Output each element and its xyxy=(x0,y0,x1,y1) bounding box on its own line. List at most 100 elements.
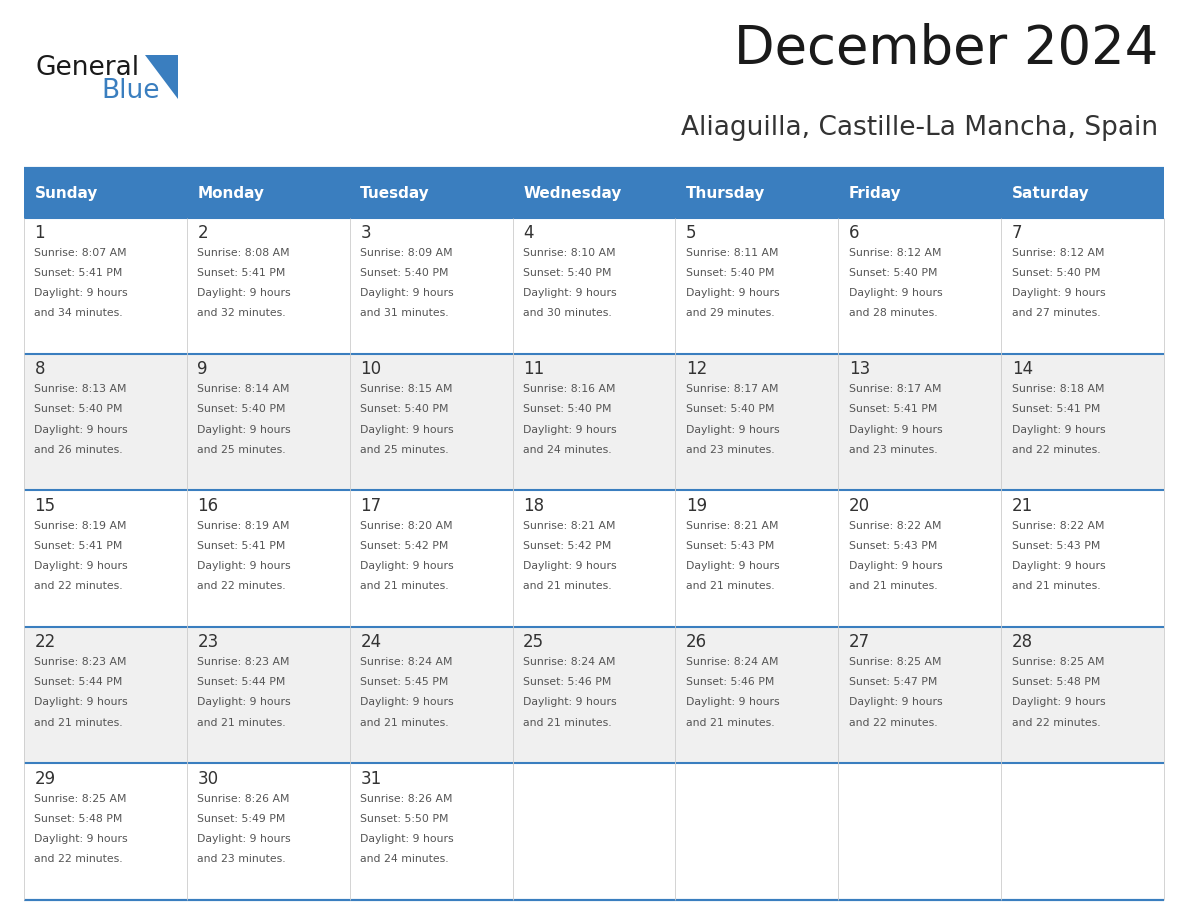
Text: Sunset: 5:46 PM: Sunset: 5:46 PM xyxy=(687,677,775,688)
Text: and 27 minutes.: and 27 minutes. xyxy=(1012,308,1100,319)
Text: Daylight: 9 hours: Daylight: 9 hours xyxy=(523,561,617,571)
Text: 18: 18 xyxy=(523,497,544,515)
Text: 8: 8 xyxy=(34,361,45,378)
Text: and 31 minutes.: and 31 minutes. xyxy=(360,308,449,319)
Text: Sunset: 5:47 PM: Sunset: 5:47 PM xyxy=(849,677,937,688)
Text: and 21 minutes.: and 21 minutes. xyxy=(360,581,449,591)
Text: and 30 minutes.: and 30 minutes. xyxy=(523,308,612,319)
Text: Sunset: 5:49 PM: Sunset: 5:49 PM xyxy=(197,813,286,823)
Text: Sunset: 5:44 PM: Sunset: 5:44 PM xyxy=(34,677,122,688)
Text: 4: 4 xyxy=(523,224,533,242)
Text: Daylight: 9 hours: Daylight: 9 hours xyxy=(849,288,943,298)
Text: and 21 minutes.: and 21 minutes. xyxy=(360,718,449,728)
Text: and 22 minutes.: and 22 minutes. xyxy=(1012,445,1100,454)
Text: Sunset: 5:42 PM: Sunset: 5:42 PM xyxy=(523,541,612,551)
Text: and 29 minutes.: and 29 minutes. xyxy=(687,308,775,319)
Text: Sunset: 5:41 PM: Sunset: 5:41 PM xyxy=(197,541,286,551)
Text: 10: 10 xyxy=(360,361,381,378)
Text: and 24 minutes.: and 24 minutes. xyxy=(523,445,612,454)
Text: Sunset: 5:40 PM: Sunset: 5:40 PM xyxy=(197,405,286,414)
Text: Sunset: 5:40 PM: Sunset: 5:40 PM xyxy=(523,405,612,414)
Text: Sunrise: 8:24 AM: Sunrise: 8:24 AM xyxy=(687,657,778,667)
Text: and 21 minutes.: and 21 minutes. xyxy=(523,718,612,728)
Text: and 21 minutes.: and 21 minutes. xyxy=(687,581,775,591)
Text: Sunset: 5:40 PM: Sunset: 5:40 PM xyxy=(523,268,612,278)
Text: Thursday: Thursday xyxy=(687,186,765,201)
Text: 24: 24 xyxy=(360,633,381,651)
Text: 6: 6 xyxy=(849,224,860,242)
Text: December 2024: December 2024 xyxy=(734,23,1158,75)
Text: 26: 26 xyxy=(687,633,707,651)
Bar xyxy=(512,170,676,218)
Text: 9: 9 xyxy=(197,361,208,378)
Text: and 23 minutes.: and 23 minutes. xyxy=(849,445,937,454)
Text: Sunrise: 8:25 AM: Sunrise: 8:25 AM xyxy=(34,793,127,803)
Text: Daylight: 9 hours: Daylight: 9 hours xyxy=(1012,698,1106,708)
Text: 7: 7 xyxy=(1012,224,1023,242)
Text: Daylight: 9 hours: Daylight: 9 hours xyxy=(360,425,454,434)
Text: Tuesday: Tuesday xyxy=(360,186,430,201)
Bar xyxy=(187,170,349,218)
Text: Daylight: 9 hours: Daylight: 9 hours xyxy=(1012,561,1106,571)
Text: 23: 23 xyxy=(197,633,219,651)
Text: and 21 minutes.: and 21 minutes. xyxy=(34,718,124,728)
Text: 22: 22 xyxy=(34,633,56,651)
Text: 25: 25 xyxy=(523,633,544,651)
Text: Sunset: 5:40 PM: Sunset: 5:40 PM xyxy=(1012,268,1100,278)
Text: Sunrise: 8:23 AM: Sunrise: 8:23 AM xyxy=(34,657,127,667)
Text: 28: 28 xyxy=(1012,633,1034,651)
Text: and 23 minutes.: and 23 minutes. xyxy=(197,854,286,864)
Text: Sunset: 5:41 PM: Sunset: 5:41 PM xyxy=(1012,405,1100,414)
Text: Sunrise: 8:25 AM: Sunrise: 8:25 AM xyxy=(849,657,942,667)
Text: Aliaguilla, Castille-La Mancha, Spain: Aliaguilla, Castille-La Mancha, Spain xyxy=(681,115,1158,140)
Bar xyxy=(24,170,187,218)
Text: Sunrise: 8:22 AM: Sunrise: 8:22 AM xyxy=(849,521,942,531)
Text: Sunrise: 8:22 AM: Sunrise: 8:22 AM xyxy=(1012,521,1105,531)
Text: Daylight: 9 hours: Daylight: 9 hours xyxy=(523,425,617,434)
Text: Sunset: 5:40 PM: Sunset: 5:40 PM xyxy=(34,405,122,414)
Text: Sunrise: 8:12 AM: Sunrise: 8:12 AM xyxy=(1012,248,1105,258)
Text: 17: 17 xyxy=(360,497,381,515)
Text: Sunrise: 8:17 AM: Sunrise: 8:17 AM xyxy=(687,385,778,394)
Bar xyxy=(349,170,512,218)
Text: and 21 minutes.: and 21 minutes. xyxy=(523,581,612,591)
Bar xyxy=(676,170,839,218)
Text: Sunrise: 8:21 AM: Sunrise: 8:21 AM xyxy=(687,521,778,531)
Text: Sunrise: 8:08 AM: Sunrise: 8:08 AM xyxy=(197,248,290,258)
Text: Daylight: 9 hours: Daylight: 9 hours xyxy=(197,834,291,844)
Text: and 21 minutes.: and 21 minutes. xyxy=(849,581,937,591)
Text: Sunset: 5:48 PM: Sunset: 5:48 PM xyxy=(1012,677,1100,688)
Text: 5: 5 xyxy=(687,224,696,242)
Text: Wednesday: Wednesday xyxy=(523,186,621,201)
Text: Sunrise: 8:19 AM: Sunrise: 8:19 AM xyxy=(34,521,127,531)
Text: and 22 minutes.: and 22 minutes. xyxy=(1012,718,1100,728)
Text: Daylight: 9 hours: Daylight: 9 hours xyxy=(687,561,779,571)
Text: Daylight: 9 hours: Daylight: 9 hours xyxy=(849,698,943,708)
Text: and 21 minutes.: and 21 minutes. xyxy=(687,718,775,728)
Text: Sunrise: 8:24 AM: Sunrise: 8:24 AM xyxy=(523,657,615,667)
Text: Sunset: 5:40 PM: Sunset: 5:40 PM xyxy=(360,405,449,414)
Text: 2: 2 xyxy=(197,224,208,242)
Text: Daylight: 9 hours: Daylight: 9 hours xyxy=(1012,288,1106,298)
Text: Sunset: 5:50 PM: Sunset: 5:50 PM xyxy=(360,813,449,823)
Text: 12: 12 xyxy=(687,361,707,378)
Text: and 25 minutes.: and 25 minutes. xyxy=(360,445,449,454)
Text: Daylight: 9 hours: Daylight: 9 hours xyxy=(360,834,454,844)
Text: Daylight: 9 hours: Daylight: 9 hours xyxy=(197,425,291,434)
Text: Sunrise: 8:16 AM: Sunrise: 8:16 AM xyxy=(523,385,615,394)
Text: 1: 1 xyxy=(34,224,45,242)
Text: Daylight: 9 hours: Daylight: 9 hours xyxy=(523,698,617,708)
Text: Daylight: 9 hours: Daylight: 9 hours xyxy=(360,288,454,298)
Bar xyxy=(1001,170,1164,218)
Text: Daylight: 9 hours: Daylight: 9 hours xyxy=(34,288,128,298)
Text: Sunset: 5:40 PM: Sunset: 5:40 PM xyxy=(687,405,775,414)
Text: Sunrise: 8:18 AM: Sunrise: 8:18 AM xyxy=(1012,385,1105,394)
Text: 19: 19 xyxy=(687,497,707,515)
Text: Sunrise: 8:15 AM: Sunrise: 8:15 AM xyxy=(360,385,453,394)
Text: Sunrise: 8:25 AM: Sunrise: 8:25 AM xyxy=(1012,657,1105,667)
Text: 21: 21 xyxy=(1012,497,1034,515)
Text: and 32 minutes.: and 32 minutes. xyxy=(197,308,286,319)
Text: Sunday: Sunday xyxy=(34,186,97,201)
Text: and 25 minutes.: and 25 minutes. xyxy=(197,445,286,454)
Text: and 22 minutes.: and 22 minutes. xyxy=(34,854,124,864)
